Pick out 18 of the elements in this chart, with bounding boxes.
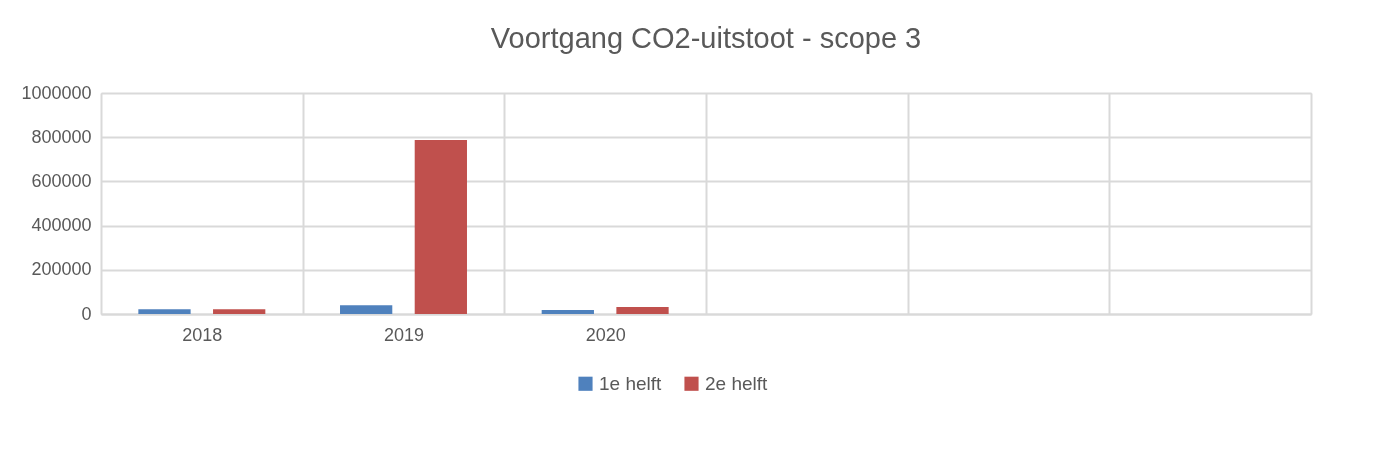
y-tick-label: 1000000 [21,82,92,103]
x-tick-label: 2018 [182,324,223,345]
x-tick-label: 2019 [383,324,425,345]
y-tick-label: 0 [81,303,92,324]
bar [541,310,594,314]
bar [414,140,467,314]
bar [340,305,393,314]
y-tick-label: 600000 [31,170,92,191]
y-tick-label: 800000 [31,126,92,147]
bar [616,306,669,314]
y-tick-label: 400000 [31,215,92,236]
x-tick-label: 2020 [585,324,626,345]
y-tick-label: 200000 [31,259,92,280]
bar [138,309,191,314]
bar [213,309,266,314]
chart-title: Voortgang CO2-uitstoot - scope 3 [490,22,922,54]
legend-label: 1e helft [599,372,663,394]
legend-label: 2e helft [705,372,769,394]
